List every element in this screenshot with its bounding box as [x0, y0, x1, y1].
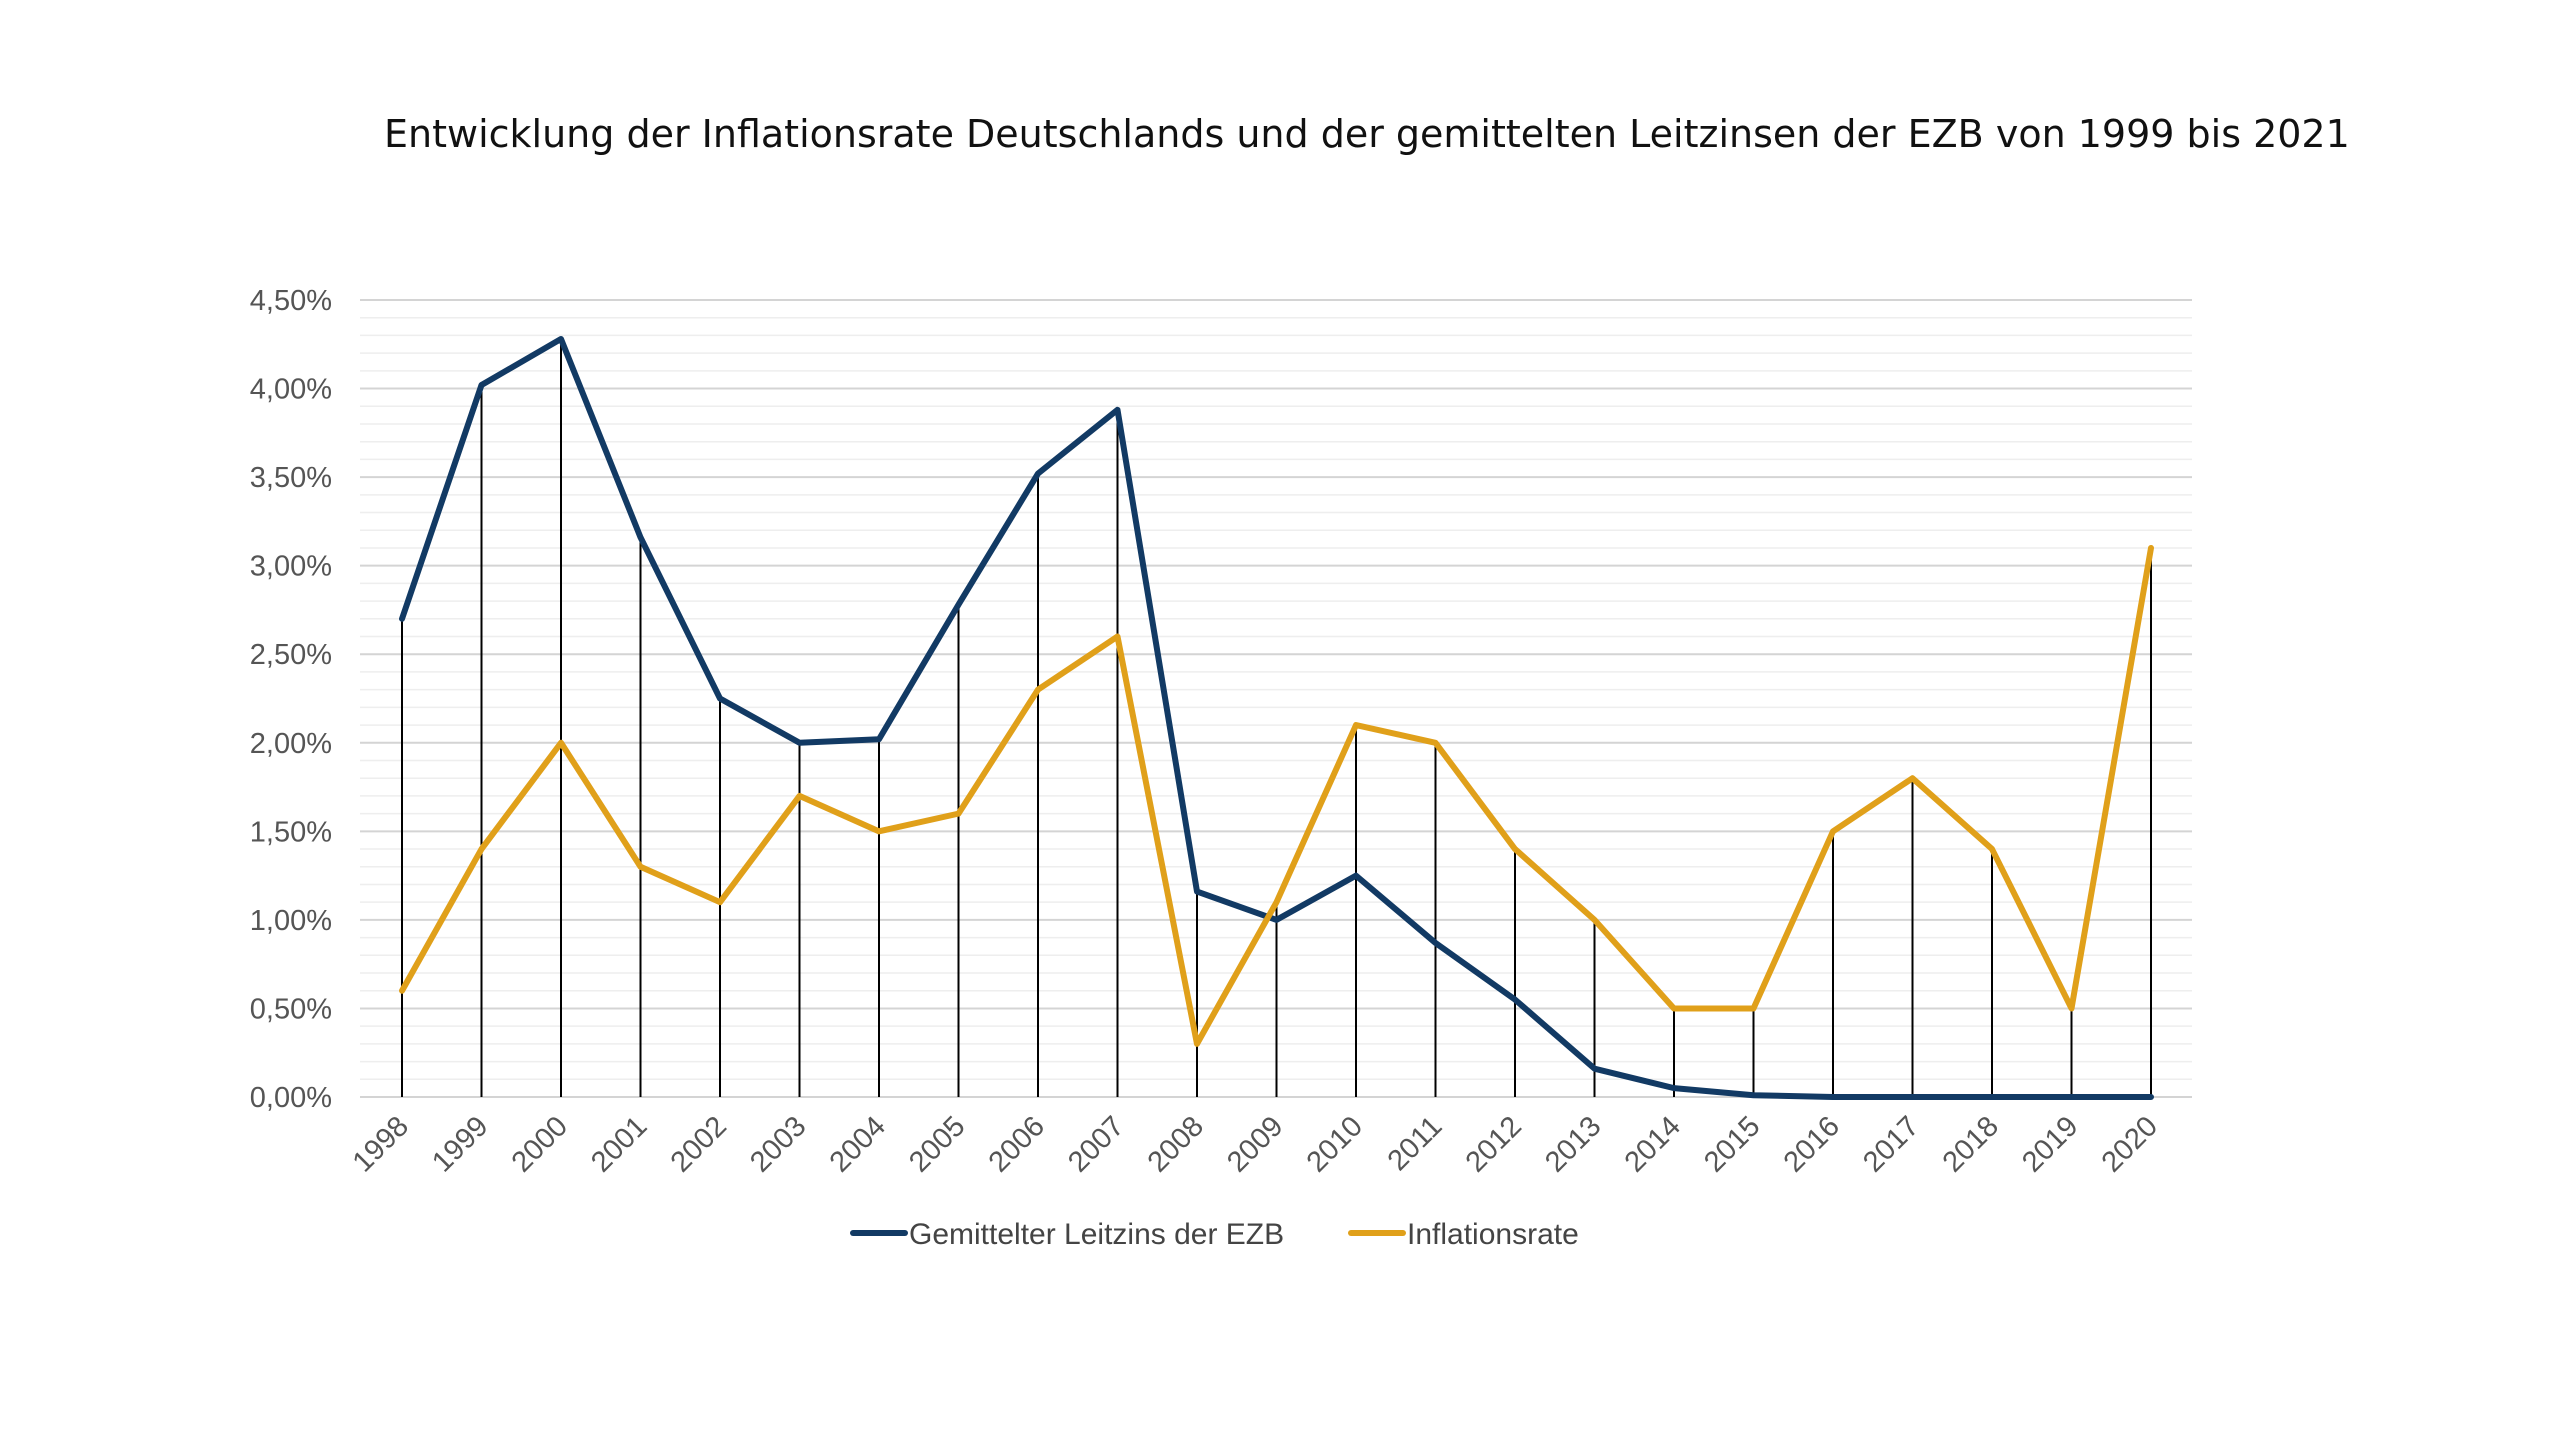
- x-axis-ticks: 1998 1999 2000 2001 2002 2003 2004 2005 2006 2007…: [347, 1110, 2164, 1178]
- x-tick-label: 2007: [1062, 1110, 1130, 1178]
- x-tick-label: 2019: [2016, 1110, 2084, 1178]
- x-tick-label: 2017: [1857, 1110, 1925, 1178]
- chart-title: Entwicklung der Inflationsrate Deutschla…: [384, 112, 2350, 156]
- x-tick-label: 2013: [1539, 1110, 1607, 1178]
- x-tick-label: 2018: [1937, 1110, 2005, 1178]
- x-tick-label: 2006: [983, 1110, 1051, 1178]
- x-tick-label: 2012: [1460, 1110, 1528, 1178]
- x-tick-label: 2015: [1698, 1110, 1766, 1178]
- x-tick-label: 2008: [1142, 1110, 1210, 1178]
- x-tick-label: 2004: [824, 1110, 892, 1178]
- x-tick-label: 2010: [1301, 1110, 1369, 1178]
- y-tick-label: 3,50%: [250, 462, 332, 494]
- x-tick-label: 2009: [1221, 1110, 1289, 1178]
- legend: Gemittelter Leitzins der EZB Inflationsra…: [850, 1218, 1579, 1251]
- drop-lines: [401, 338, 2152, 1097]
- y-tick-label: 3,00%: [250, 551, 332, 583]
- x-tick-label: 2001: [585, 1110, 653, 1178]
- x-tick-label: 2003: [744, 1110, 812, 1178]
- y-tick-label: 2,50%: [250, 639, 332, 671]
- x-tick-label: 2016: [1778, 1110, 1846, 1178]
- y-tick-label: 1,50%: [250, 816, 332, 848]
- legend-label: Gemittelter Leitzins der EZB: [909, 1218, 1284, 1251]
- y-tick-label: 0,50%: [250, 993, 332, 1025]
- x-tick-label: 1999: [426, 1110, 494, 1178]
- x-tick-label: 1998: [347, 1110, 415, 1178]
- x-tick-label: 2014: [1619, 1110, 1687, 1178]
- y-tick-label: 0,00%: [250, 1082, 332, 1114]
- legend-label: Inflationsrate: [1407, 1218, 1579, 1251]
- series-lines: [399, 335, 2154, 1100]
- y-tick-label: 4,00%: [250, 374, 332, 406]
- x-tick-label: 2005: [903, 1110, 971, 1178]
- y-tick-label: 2,00%: [250, 728, 332, 760]
- x-tick-label: 2020: [2096, 1110, 2164, 1178]
- x-tick-label: 2000: [506, 1110, 574, 1178]
- y-axis-ticks: 0,00% 0,50% 1,00% 1,50% 2,00% 2,50% 3,00% 3,50%…: [250, 285, 332, 1114]
- x-tick-label: 2011: [1382, 1110, 1449, 1177]
- y-tick-label: 4,50%: [250, 285, 332, 317]
- y-tick-label: 1,00%: [250, 905, 332, 937]
- x-tick-label: 2002: [665, 1110, 733, 1178]
